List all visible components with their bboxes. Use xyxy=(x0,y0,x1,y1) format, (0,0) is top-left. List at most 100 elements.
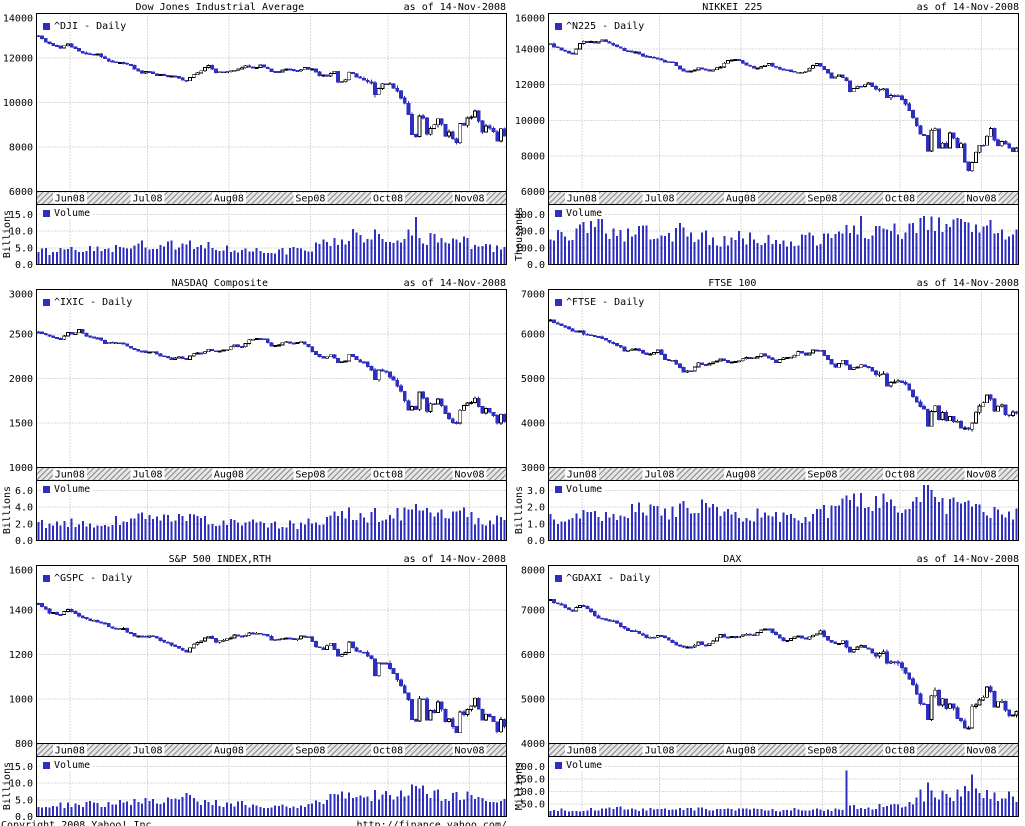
svg-text:6000: 6000 xyxy=(521,650,545,661)
svg-text:10.0: 10.0 xyxy=(9,779,33,790)
volume-unit-label: Billions xyxy=(2,209,13,259)
svg-text:2.0: 2.0 xyxy=(15,519,33,530)
svg-text:Nov08: Nov08 xyxy=(454,194,484,205)
series-legend: ^DJI - Daily xyxy=(41,21,129,32)
svg-text:2.0: 2.0 xyxy=(527,503,545,514)
svg-text:Sep08: Sep08 xyxy=(295,746,325,757)
volume-color-swatch xyxy=(555,486,562,493)
svg-text:200.0: 200.0 xyxy=(515,227,545,238)
svg-text:Aug08: Aug08 xyxy=(214,746,244,757)
series-label: ^FTSE - Daily xyxy=(566,297,645,308)
price-volume-chart: 7000 6000 5000 4000 3000 3.0 2.0 1.0 0.0 Jun08 Jul… xyxy=(521,289,1019,547)
price-volume-chart: 16000 14000 12000 10000 8000 6000 300.0 200.0 10… xyxy=(515,13,1019,271)
volume-color-swatch xyxy=(555,210,562,217)
series-label: ^N225 - Daily xyxy=(566,21,645,32)
as-of-label: as of 14-Nov-2008 xyxy=(916,2,1019,13)
series-label: ^IXIC - Daily xyxy=(54,297,133,308)
series-color-swatch xyxy=(555,23,562,30)
volume-unit-label: Billions xyxy=(2,485,13,535)
chart-panel-ixic: NASDAQ Composite as of 14-Nov-2008 3000 2… xyxy=(0,276,512,552)
svg-text:200.0: 200.0 xyxy=(515,762,545,773)
as-of-label: as of 14-Nov-2008 xyxy=(403,554,506,565)
svg-text:Jun08: Jun08 xyxy=(55,746,85,757)
chart-title: FTSE 100 xyxy=(708,278,757,289)
svg-text:1400: 1400 xyxy=(9,606,33,617)
svg-text:Oct08: Oct08 xyxy=(885,470,915,481)
volume-label: Volume xyxy=(54,760,91,771)
volume-unit-label: Thousands xyxy=(514,206,525,262)
chart-title: DAX xyxy=(723,554,742,565)
svg-text:8000: 8000 xyxy=(521,566,545,577)
series-label: ^GSPC - Daily xyxy=(54,573,133,584)
svg-text:Nov08: Nov08 xyxy=(966,470,996,481)
svg-text:150.0: 150.0 xyxy=(515,775,545,786)
copyright-footer: Copyright 2008 Yahoo! Inc. http://financ… xyxy=(1,820,507,826)
svg-text:Sep08: Sep08 xyxy=(295,194,325,205)
series-color-swatch xyxy=(43,575,50,582)
svg-text:5.0: 5.0 xyxy=(15,795,33,806)
chart-title: S&P 500 INDEX,RTH xyxy=(168,554,271,565)
svg-text:1600: 1600 xyxy=(9,566,33,577)
chart-panel-n225: NIKKEI 225 as of 14-Nov-2008 16000 14000 1… xyxy=(512,0,1025,276)
svg-text:10000: 10000 xyxy=(3,98,33,109)
svg-text:0.0: 0.0 xyxy=(527,260,545,271)
series-legend: ^GDAXI - Daily xyxy=(553,573,653,584)
price-volume-chart: 14000 12000 10000 8000 6000 15.0 10.0 5.0 0.0 Jun… xyxy=(3,13,507,271)
svg-text:Jul08: Jul08 xyxy=(644,470,674,481)
volume-label: Volume xyxy=(566,208,603,219)
volume-legend: Volume xyxy=(41,208,93,219)
svg-text:Oct08: Oct08 xyxy=(373,194,403,205)
svg-text:0.0: 0.0 xyxy=(15,536,33,547)
svg-text:3.0: 3.0 xyxy=(527,486,545,497)
svg-text:Jun08: Jun08 xyxy=(567,194,597,205)
svg-text:50.0: 50.0 xyxy=(521,800,545,811)
chart-title: Dow Jones Industrial Average xyxy=(135,2,305,13)
svg-text:0.0: 0.0 xyxy=(15,812,33,823)
svg-text:Sep08: Sep08 xyxy=(295,470,325,481)
svg-text:300.0: 300.0 xyxy=(515,210,545,221)
svg-text:5000: 5000 xyxy=(521,374,545,385)
svg-text:3000: 3000 xyxy=(9,290,33,301)
volume-legend: Volume xyxy=(553,484,605,495)
svg-text:Oct08: Oct08 xyxy=(885,746,915,757)
svg-text:6000: 6000 xyxy=(9,187,33,198)
svg-text:Aug08: Aug08 xyxy=(214,194,244,205)
svg-text:12000: 12000 xyxy=(515,80,545,91)
svg-text:Jul08: Jul08 xyxy=(132,194,162,205)
svg-text:Jun08: Jun08 xyxy=(567,470,597,481)
series-legend: ^IXIC - Daily xyxy=(41,297,135,308)
svg-text:14000: 14000 xyxy=(3,14,33,25)
chart-header: NASDAQ Composite as of 14-Nov-2008 xyxy=(0,276,512,289)
chart-panel-ftse: FTSE 100 as of 14-Nov-2008 7000 6000 5000 4… xyxy=(512,276,1025,552)
chart-header: DAX as of 14-Nov-2008 xyxy=(512,552,1025,565)
volume-color-swatch xyxy=(43,210,50,217)
svg-text:10000: 10000 xyxy=(515,116,545,127)
chart-panel-gspc: S&P 500 INDEX,RTH as of 14-Nov-2008 1600… xyxy=(0,552,512,826)
svg-text:Nov08: Nov08 xyxy=(454,470,484,481)
svg-text:5.0: 5.0 xyxy=(15,243,33,254)
svg-text:Oct08: Oct08 xyxy=(885,194,915,205)
svg-text:10.0: 10.0 xyxy=(9,227,33,238)
as-of-label: as of 14-Nov-2008 xyxy=(403,2,506,13)
svg-text:800: 800 xyxy=(15,739,33,750)
svg-text:Oct08: Oct08 xyxy=(373,746,403,757)
svg-text:Jul08: Jul08 xyxy=(644,194,674,205)
svg-text:2000: 2000 xyxy=(9,374,33,385)
chart-title: NASDAQ Composite xyxy=(171,278,268,289)
chart-header: NIKKEI 225 as of 14-Nov-2008 xyxy=(512,0,1025,13)
volume-color-swatch xyxy=(43,486,50,493)
svg-text:Sep08: Sep08 xyxy=(807,470,837,481)
volume-unit-label: Billions xyxy=(2,761,13,811)
series-color-swatch xyxy=(555,575,562,582)
volume-legend: Volume xyxy=(41,484,93,495)
svg-text:14000: 14000 xyxy=(515,45,545,56)
series-legend: ^FTSE - Daily xyxy=(553,297,647,308)
copyright-text: Copyright 2008 Yahoo! Inc. xyxy=(1,820,158,826)
series-label: ^DJI - Daily xyxy=(54,21,127,32)
price-volume-chart: 1600 1400 1200 1000 800 15.0 10.0 5.0 0.0 Jun08 Ju… xyxy=(9,565,507,823)
volume-legend: Volume xyxy=(41,760,93,771)
volume-label: Volume xyxy=(566,760,603,771)
svg-text:Jul08: Jul08 xyxy=(644,746,674,757)
series-color-swatch xyxy=(43,299,50,306)
